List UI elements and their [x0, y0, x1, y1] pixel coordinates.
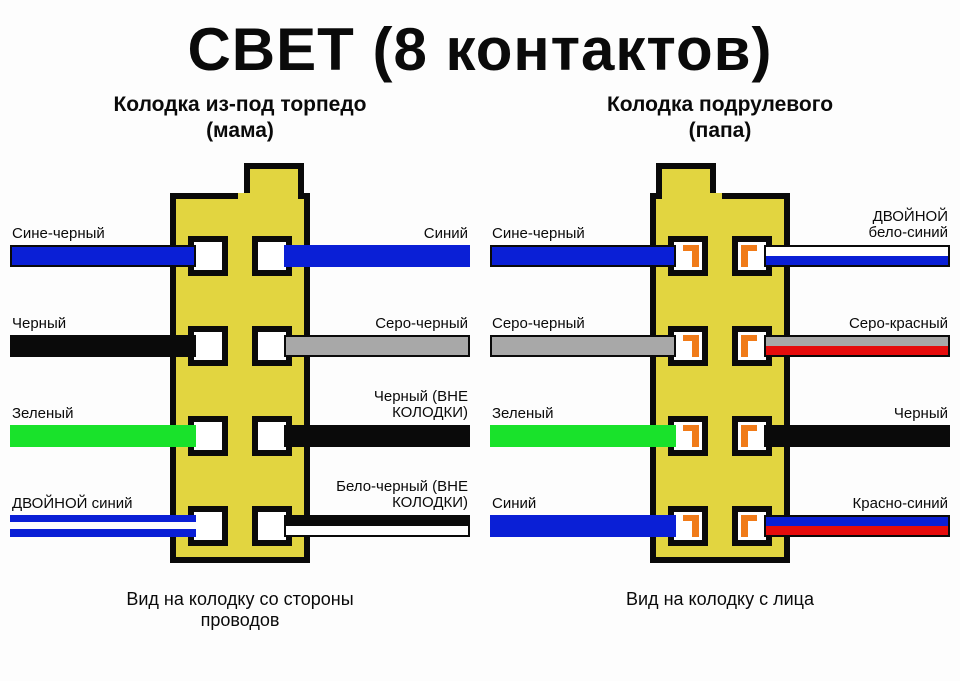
wire-label: Сине-черный [12, 226, 105, 243]
wire [284, 335, 470, 357]
wire-label: Бело-черный (ВНЕКОЛОДКИ) [336, 479, 468, 513]
wire-label: ДВОЙНОЙ синий [12, 496, 132, 513]
wire-stripe [284, 425, 470, 447]
wire-label: Черный [894, 406, 948, 423]
wire-stripe [492, 337, 674, 355]
panel-left: Колодка из-под торпедо (мама) Сине-черны… [10, 92, 470, 631]
panel-left-caption: Вид на колодку со стороны проводов [10, 589, 470, 631]
wire-label: Синий [424, 226, 468, 243]
wire-stripe [12, 247, 194, 265]
wire [490, 335, 676, 357]
panels: Колодка из-под торпедо (мама) Сине-черны… [0, 92, 960, 631]
wire-stripe [766, 526, 948, 535]
wire-stripe [766, 337, 948, 346]
panel-right: Колодка подрулевого (папа) Сине-черный ДВ… [490, 92, 950, 631]
stage-right: Сине-черный ДВОЙНОЙбело-синий Серо-черный С… [490, 153, 950, 583]
wire [764, 245, 950, 267]
wire-label: Зеленый [12, 406, 73, 423]
male-pin-tab [683, 245, 699, 251]
wire [490, 425, 676, 447]
wire [10, 335, 196, 357]
wire-label: ДВОЙНОЙбело-синий [869, 209, 948, 243]
wire [764, 515, 950, 537]
male-pin-tab [741, 515, 757, 521]
wire-stripe [286, 526, 468, 535]
male-pin-tab [683, 335, 699, 341]
main-title: СВЕТ (8 контактов) [0, 0, 960, 84]
wire-stripe [10, 515, 196, 523]
wire-stripe [10, 335, 196, 357]
wire [10, 425, 196, 447]
connector-key-cover [662, 193, 722, 201]
panel-right-caption: Вид на колодку с лица [490, 589, 950, 610]
wire-label: Черный [12, 316, 66, 333]
male-pin-tab [683, 425, 699, 431]
wire-label: Синий [492, 496, 536, 513]
wire-label: Сине-черный [492, 226, 585, 243]
wire-stripe [766, 517, 948, 526]
wire-stripe [286, 337, 468, 355]
wire [284, 245, 470, 267]
stage-left: Сине-черный Синий Черный Серо-черный Зеленый… [10, 153, 470, 583]
wire-label: Черный (ВНЕКОЛОДКИ) [374, 389, 468, 423]
wire [284, 425, 470, 447]
wire-stripe [490, 425, 676, 447]
wire-stripe [10, 522, 196, 529]
male-pin-tab [683, 515, 699, 521]
wire-stripe [490, 515, 676, 537]
wire [764, 335, 950, 357]
connector-key-cover [238, 193, 298, 201]
wire-label: Серо-черный [492, 316, 585, 333]
wire-stripe [764, 425, 950, 447]
wire-label: Серо-черный [375, 316, 468, 333]
wire-stripe [766, 346, 948, 355]
wire [490, 245, 676, 267]
wire [10, 515, 196, 537]
wire [764, 425, 950, 447]
wire-stripe [10, 529, 196, 537]
wire-stripe [492, 247, 674, 265]
wire [284, 515, 470, 537]
wire-stripe [766, 247, 948, 256]
wire-label: Зеленый [492, 406, 553, 423]
wire-stripe [286, 517, 468, 526]
wire-stripe [284, 245, 470, 267]
male-pin-tab [741, 335, 757, 341]
panel-left-title: Колодка из-под торпедо (мама) [10, 92, 470, 145]
wire [10, 245, 196, 267]
male-pin-tab [741, 425, 757, 431]
panel-right-title: Колодка подрулевого (папа) [490, 92, 950, 145]
wire-stripe [766, 256, 948, 265]
wire-label: Красно-синий [853, 496, 948, 513]
male-pin-tab [741, 245, 757, 251]
wire [490, 515, 676, 537]
wire-label: Серо-красный [849, 316, 948, 333]
wire-stripe [10, 425, 196, 447]
